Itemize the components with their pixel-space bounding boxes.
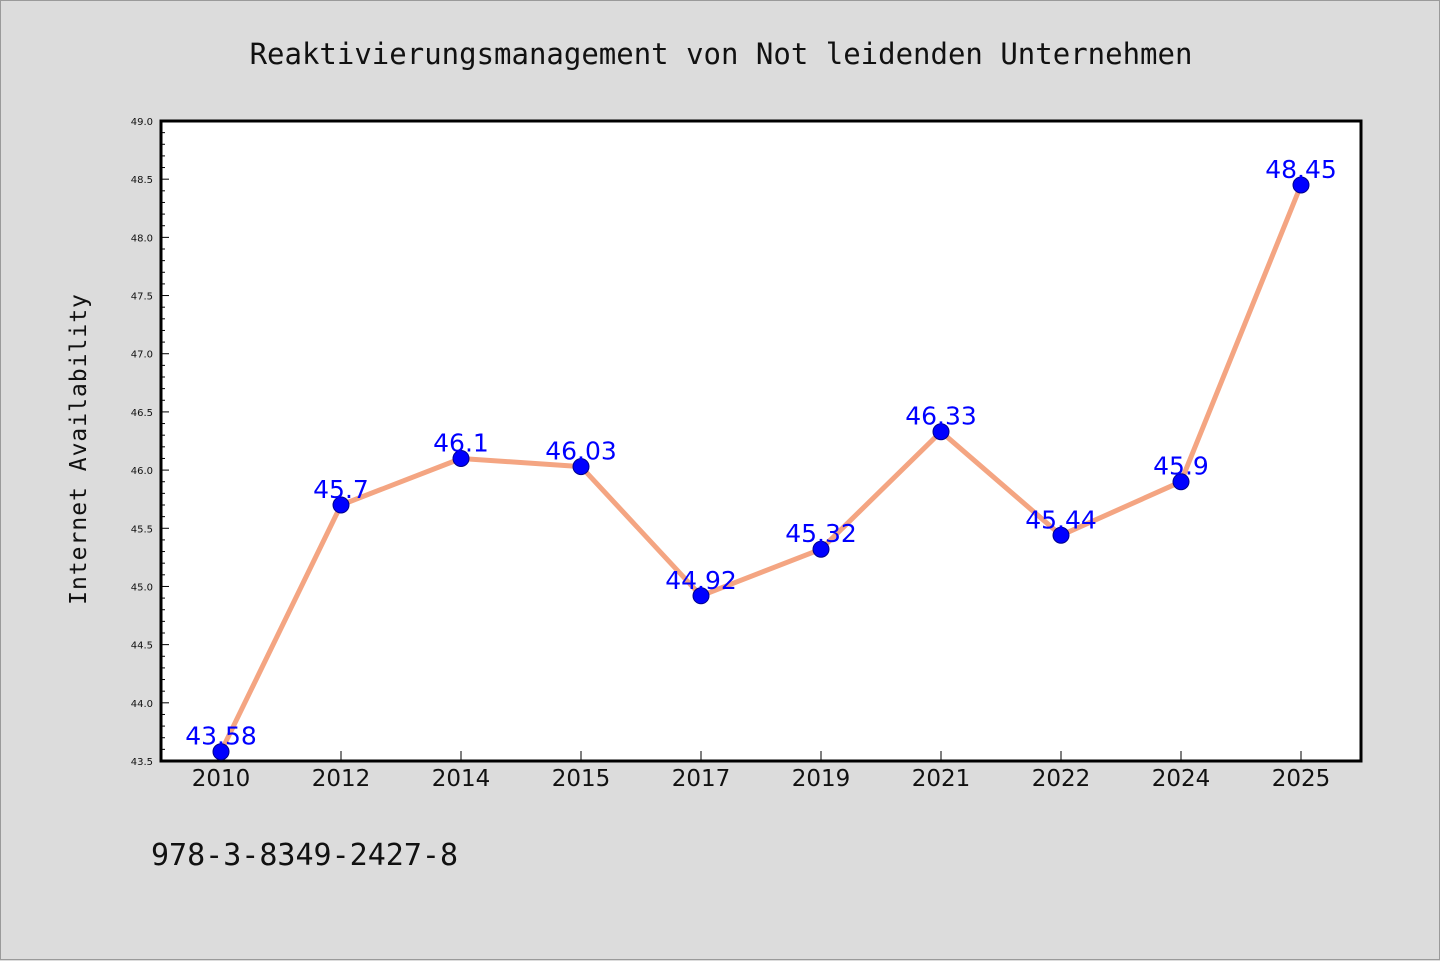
x-tick-label: 2014 [432,766,491,792]
data-point [1292,176,1310,194]
data-point [212,743,230,761]
data-point [692,587,710,605]
x-tick-label: 2012 [312,766,371,792]
y-tick-label: 45.0 [131,582,153,593]
y-tick-label: 46.5 [131,408,153,419]
data-label: 46.1 [433,428,489,457]
x-tick-label: 2024 [1152,766,1211,792]
y-axis: 43.5 44.0 44.5 45.0 45.5 46.0 46.5 47.0 47.5 48.0… [131,117,169,768]
y-axis-label: Internet Availability [66,293,92,605]
y-tick-label: 48.5 [131,175,153,186]
data-label: 46.33 [905,402,977,431]
plot-area [159,119,1363,763]
data-labels: 43.58 45.7 46.1 46.03 44.92 45.32 46.33 45.44 45… [185,155,1337,751]
chart-title: Reaktivierungsmanagement von Not leidend… [250,37,1193,71]
x-tick-label: 2019 [792,766,851,792]
y-tick-label: 47.0 [131,350,153,361]
data-point [572,458,590,476]
y-tick-label: 46.0 [131,466,153,477]
x-tick-label: 2015 [552,766,611,792]
data-label: 43.58 [185,722,257,751]
footer-isbn: 978-3-8349-2427-8 [151,838,458,873]
data-label: 48.45 [1265,155,1337,184]
y-tick-label: 49.0 [131,117,153,128]
x-tick-label: 2017 [672,766,731,792]
y-tick-label: 47.5 [131,292,153,303]
series-line [218,182,1304,755]
data-point [932,423,950,441]
y-tick-label: 43.5 [131,757,153,768]
y-tick-label: 44.0 [131,699,153,710]
data-point [452,449,470,467]
data-label: 45.9 [1153,452,1209,481]
data-label: 46.03 [545,437,617,466]
x-tick-label: 2025 [1272,766,1331,792]
data-point [812,540,830,558]
series-layer [212,176,1310,761]
data-label: 44.92 [665,566,737,595]
x-tick-label: 2021 [912,766,971,792]
data-point [1052,526,1070,544]
x-tick-label: 2010 [192,766,251,792]
data-label: 45.7 [313,475,369,504]
data-point [1172,473,1190,491]
y-tick-label: 45.5 [131,524,153,535]
y-tick-label: 44.5 [131,641,153,652]
x-tick-label: 2022 [1032,766,1091,792]
data-point [332,496,350,514]
y-tick-label: 48.0 [131,233,153,244]
data-label: 45.32 [785,519,857,548]
data-label: 45.44 [1025,505,1097,534]
x-axis: 2010 2012 2014 2015 2017 2019 2021 2022 2024 2025 [192,751,1331,792]
